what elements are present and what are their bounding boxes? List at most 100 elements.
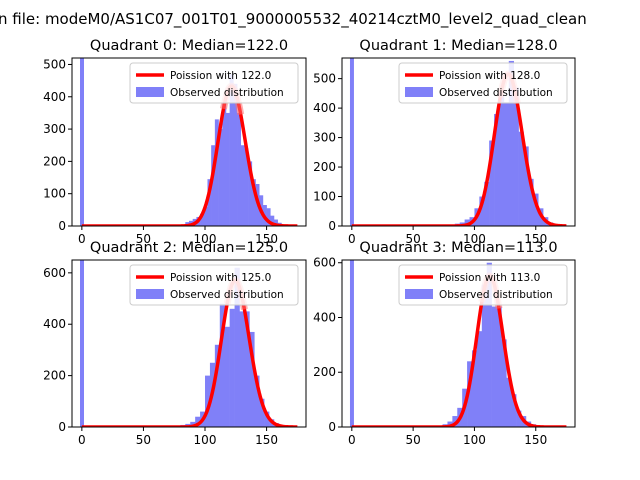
y-tick-label: 500 [43,57,66,71]
histogram-bar [229,308,235,427]
y-tick-label: 100 [313,190,336,204]
histogram-bar [248,161,253,226]
histogram-bar [498,96,505,226]
histogram-bar [233,83,238,226]
y-tick-label: 600 [43,266,66,280]
histogram-bar [447,421,453,427]
histogram-bar [214,119,219,226]
histogram-bar [484,181,490,226]
histogram-bar [479,196,485,226]
x-tick-label: 50 [405,433,420,447]
panel-title: Quadrant 2: Median=125.0 [90,240,288,256]
poisson-curve [351,274,567,427]
x-tick-label: 50 [136,433,151,447]
quadrant-panel-2: Quadrant 2: Median=125.0 0 50 100 150 0 200 400… [43,240,307,447]
histogram-bar [349,260,354,427]
legend: Poission with 125.0 Observed distribution [129,264,299,306]
x-tick-label: 100 [463,232,486,246]
histogram-bar [266,208,271,226]
histogram-bar [240,145,245,226]
histogram-bar [496,306,502,427]
axes-frame [71,259,307,428]
y-tick-label: 400 [43,90,66,104]
y-tick-label: 0 [58,219,66,233]
y-tick-label: 100 [43,187,66,201]
histogram-bar [523,146,529,226]
histogram-bar [349,58,354,226]
y-tick-label: 300 [313,131,336,145]
x-tick-label: 0 [348,232,356,246]
legend-bar-swatch [136,289,164,299]
legend-box [129,264,299,306]
x-tick-label: 0 [78,232,86,246]
quadrant-panel-1: Quadrant 1: Median=128.0 0 50 100 150 0 100 200… [313,38,576,246]
y-tick-label: 500 [313,72,336,86]
histogram-bar [251,179,256,226]
histogram-bar [80,260,84,427]
x-tick-label: 150 [255,232,278,246]
histogram-bar [476,331,483,427]
histogram-bar [200,213,205,226]
y-tick-label: 400 [313,310,336,324]
legend-entry-observed: Observed distribution [439,289,553,301]
histogram-bar [486,262,492,427]
legend-bar-swatch [405,87,433,97]
histogram-bar [218,129,223,226]
x-tick-label: 100 [194,232,217,246]
y-tick-label: 0 [328,420,336,434]
histogram-bar [481,284,488,427]
histogram-bar [203,206,208,226]
histogram-bar [273,219,278,226]
y-tick-label: 200 [313,365,336,379]
x-tick-label: 0 [78,433,86,447]
histogram-bar [225,112,230,226]
legend-entry-observed: Observed distribution [439,87,553,99]
histogram-bar [494,114,500,226]
histogram-bar [471,350,478,427]
poisson-curve [81,84,298,226]
histogram-bar [259,398,265,427]
histogram-bar [80,58,84,226]
histogram-bar [464,219,470,226]
histogram-bar [205,375,211,427]
x-tick-label: 150 [524,433,547,447]
histogram-bar [518,131,524,226]
legend-bar-swatch [405,289,433,299]
histogram-bar [270,215,275,226]
histogram-bar [264,411,270,427]
legend-entry-poisson: Poission with 125.0 [170,272,271,284]
histogram-bar [467,361,473,427]
histogram-bar [234,267,240,427]
histogram-bar [452,416,458,427]
legend-bar-swatch [136,87,164,97]
legend-entry-poisson: Poission with 122.0 [170,70,271,82]
histogram-bar [511,394,517,427]
panel-title: Quadrant 1: Median=128.0 [359,38,557,54]
histogram-bar [491,306,497,427]
y-tick-label: 0 [328,219,336,233]
histogram-bar [244,311,250,427]
histogram-bar [516,410,522,427]
x-tick-label: 100 [463,433,486,447]
histogram-bar [513,87,519,226]
x-tick-label: 50 [136,232,151,246]
y-tick-label: 200 [43,369,66,383]
legend-box [398,264,568,306]
y-tick-label: 400 [313,101,336,115]
panel-title: Quadrant 3: Median=113.0 [359,240,557,256]
histogram-bar [528,178,534,226]
quadrant-panel-3: Quadrant 3: Median=113.0 0 50 100 150 0 200 400… [313,240,576,447]
x-tick-label: 0 [348,433,356,447]
y-tick-label: 0 [58,420,66,434]
histogram-bar [254,375,260,427]
histogram-bar [214,344,221,427]
y-tick-label: 400 [43,317,66,331]
histogram-bar [503,102,510,226]
y-tick-label: 200 [43,154,66,168]
histogram-bar [207,179,212,226]
x-tick-label: 100 [194,433,217,447]
histogram-bar [501,339,507,427]
y-tick-label: 200 [313,160,336,174]
quadrant-panel-0: Quadrant 0: Median=122.0 0 50 100 150 0 100 200… [43,38,307,246]
